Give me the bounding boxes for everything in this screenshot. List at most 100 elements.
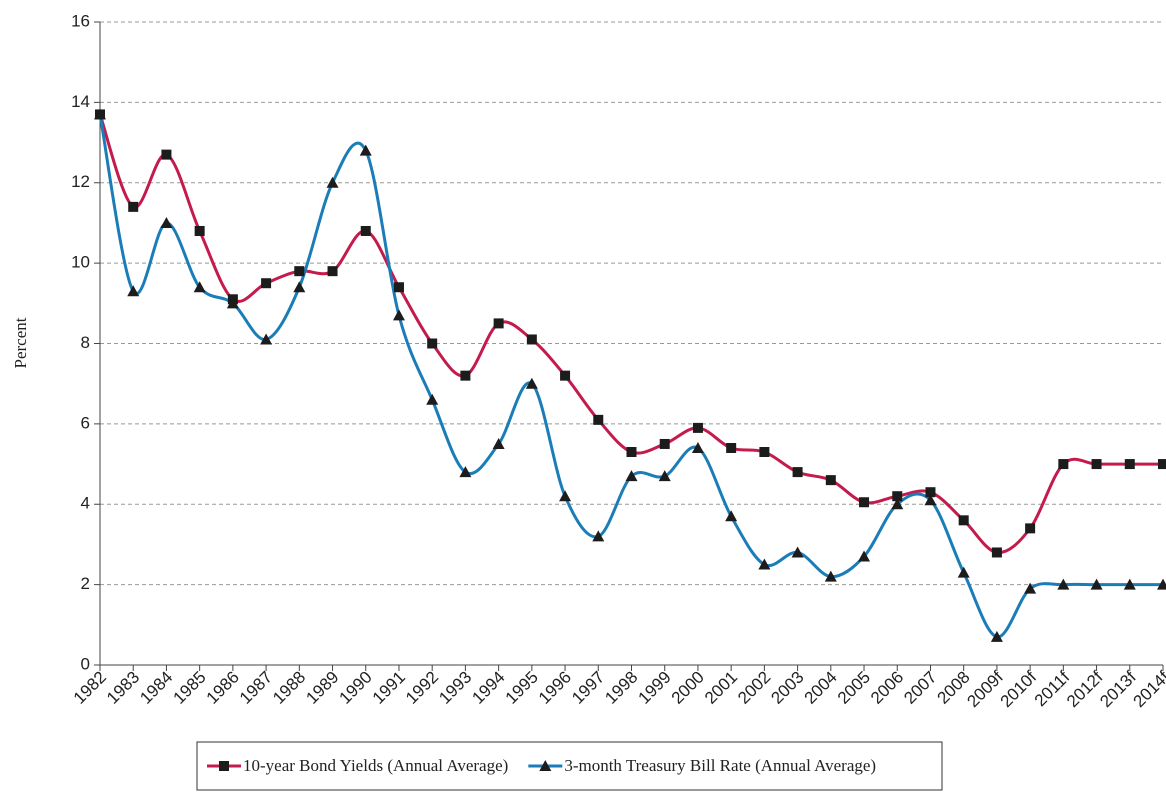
data-point xyxy=(626,447,637,458)
data-point xyxy=(459,466,472,478)
data-point xyxy=(625,470,638,482)
data-point xyxy=(957,566,970,578)
data-point xyxy=(1123,578,1136,590)
x-tick-label: 2005 xyxy=(834,668,874,708)
data-point xyxy=(924,494,937,506)
data-point xyxy=(493,318,504,329)
data-point xyxy=(392,309,405,321)
legend-marker xyxy=(539,760,552,771)
data-point xyxy=(327,266,338,277)
data-point xyxy=(1025,523,1036,534)
data-point xyxy=(991,547,1002,558)
data-point xyxy=(592,530,605,542)
legend-box xyxy=(196,741,943,791)
data-point xyxy=(858,550,871,562)
x-tick-label: 2007 xyxy=(900,668,940,708)
x-tick-label: 1987 xyxy=(236,668,276,708)
x-tick-label: 2009f xyxy=(963,667,1007,711)
data-point xyxy=(892,491,903,502)
data-point xyxy=(559,490,572,502)
data-point xyxy=(791,546,804,558)
data-point xyxy=(825,475,836,486)
series-line xyxy=(98,113,1163,554)
data-point xyxy=(94,108,106,120)
x-tick-label: 2002 xyxy=(734,668,774,708)
x-tick-label: 1982 xyxy=(70,668,110,708)
data-point xyxy=(294,266,305,277)
x-tick-label: 2000 xyxy=(668,668,708,708)
y-tick-label: 4 xyxy=(81,494,90,513)
data-point xyxy=(925,487,936,498)
x-tick-label: 2010f xyxy=(997,667,1041,711)
x-tick-label: 1998 xyxy=(601,668,641,708)
data-point xyxy=(293,281,306,293)
data-point xyxy=(226,297,239,309)
data-point xyxy=(359,144,372,156)
data-point xyxy=(1091,459,1102,470)
y-tick-label: 8 xyxy=(81,333,90,352)
data-point xyxy=(824,570,837,582)
x-tick-label: 1992 xyxy=(402,668,442,708)
data-point xyxy=(859,497,870,508)
x-tick-label: 2011f xyxy=(1031,667,1074,710)
data-point xyxy=(792,467,803,478)
x-tick-label: 2012f xyxy=(1063,667,1107,711)
data-point xyxy=(1024,582,1037,594)
data-point xyxy=(691,441,704,453)
data-point xyxy=(525,377,538,389)
data-point xyxy=(725,510,738,522)
x-tick-label: 1990 xyxy=(336,668,376,708)
data-point xyxy=(492,437,505,449)
x-tick-label: 1988 xyxy=(269,668,309,708)
x-tick-label: 1997 xyxy=(568,668,608,708)
data-point xyxy=(658,470,671,482)
x-tick-label: 1993 xyxy=(435,668,475,708)
y-tick-label: 10 xyxy=(71,253,90,272)
x-tick-label: 2003 xyxy=(767,668,807,708)
data-point xyxy=(128,201,139,212)
x-tick-label: 2013f xyxy=(1096,667,1140,711)
data-point xyxy=(460,370,471,381)
legend-marker xyxy=(219,761,229,771)
data-point xyxy=(990,630,1003,642)
data-point xyxy=(560,370,571,381)
x-tick-label: 2001 xyxy=(701,668,741,708)
data-point xyxy=(261,278,272,289)
data-point xyxy=(427,338,438,349)
data-point xyxy=(194,225,205,236)
x-tick-label: 1986 xyxy=(203,668,243,708)
data-point xyxy=(891,498,904,510)
data-point xyxy=(758,558,771,570)
legend-label: 10-year Bond Yields (Annual Average) xyxy=(243,756,508,775)
data-point xyxy=(1124,459,1135,470)
x-tick-label: 1984 xyxy=(136,668,176,708)
x-tick-label: 1989 xyxy=(302,668,342,708)
data-point xyxy=(692,422,703,433)
data-point xyxy=(1057,578,1070,590)
x-tick-label: 1995 xyxy=(502,668,542,708)
x-tick-label: 1985 xyxy=(169,668,209,708)
y-tick-label: 16 xyxy=(71,11,90,30)
y-tick-label: 6 xyxy=(81,413,90,432)
y-tick-label: 2 xyxy=(81,574,90,593)
data-point xyxy=(326,176,339,188)
x-tick-label: 1994 xyxy=(468,668,508,708)
x-tick-label: 2006 xyxy=(867,668,907,708)
x-tick-label: 1983 xyxy=(103,668,143,708)
data-point xyxy=(1157,578,1166,590)
data-point xyxy=(161,149,172,160)
data-point xyxy=(1158,459,1166,470)
data-point xyxy=(160,216,173,228)
data-point xyxy=(726,442,737,453)
series-line xyxy=(98,114,1163,639)
y-tick-label: 0 xyxy=(81,654,90,673)
y-tick-label: 12 xyxy=(71,172,90,191)
data-point xyxy=(193,281,206,293)
data-point xyxy=(759,447,770,458)
y-tick-label: 14 xyxy=(71,92,90,111)
data-point xyxy=(426,393,439,405)
data-point xyxy=(1058,459,1069,470)
x-tick-label: 1991 xyxy=(369,668,409,708)
x-tick-label: 2014f xyxy=(1129,667,1166,711)
